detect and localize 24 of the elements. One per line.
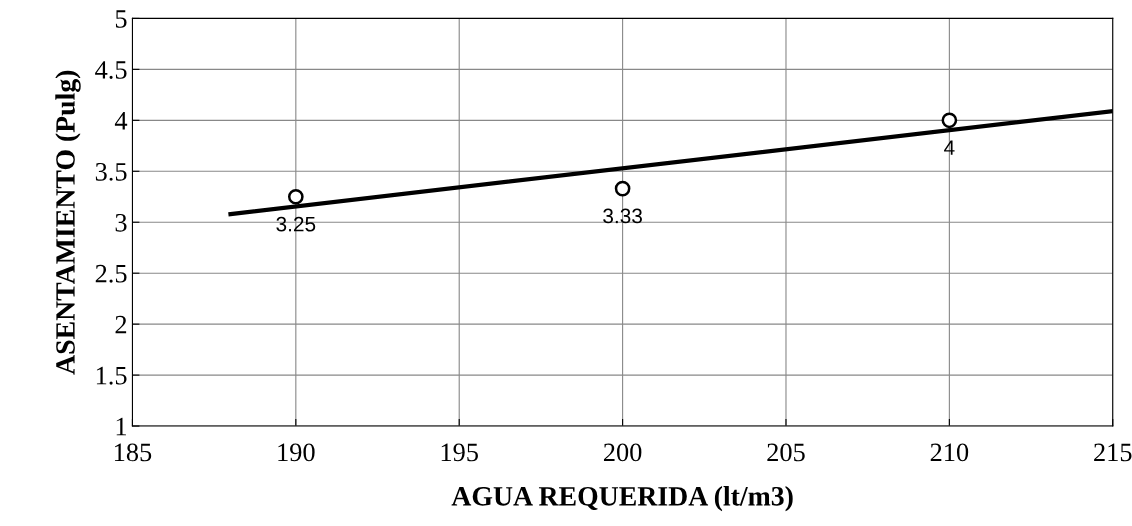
point (614, 180, 631, 197)
y-tick-label: 4 (114, 112, 128, 130)
x-tick-label: 215 (1094, 443, 1132, 462)
data-label: 4 (944, 140, 955, 155)
point (287, 188, 304, 205)
x-tick-label: 205 (767, 443, 805, 462)
y-tick-label: 2.5 (95, 264, 127, 283)
y-tick-label: 3.5 (95, 162, 127, 181)
x-tick-label: 210 (930, 443, 969, 462)
y-tick-label: 5 (115, 10, 127, 28)
x-axis-title: AGUA REQUERIDA (lt/m3) (451, 486, 793, 512)
y-tick-label: 1 (116, 417, 126, 436)
x-tick-label: 195 (441, 443, 478, 462)
y-axis-title: ASENTAMIENTO (Pulg) (55, 70, 81, 375)
y-tick-label: 3 (115, 213, 127, 232)
x-tick-label: 200 (603, 443, 642, 462)
point (941, 112, 958, 129)
data-label: 3.25 (276, 216, 316, 232)
y-tick-label: 2 (115, 315, 127, 334)
x-tick-label: 185 (114, 443, 152, 462)
y-tick-label: 4.5 (95, 61, 127, 79)
data-label: 3.33 (603, 208, 642, 224)
y-tick-label: 1.5 (96, 366, 127, 385)
x-tick-label: 190 (278, 443, 315, 462)
